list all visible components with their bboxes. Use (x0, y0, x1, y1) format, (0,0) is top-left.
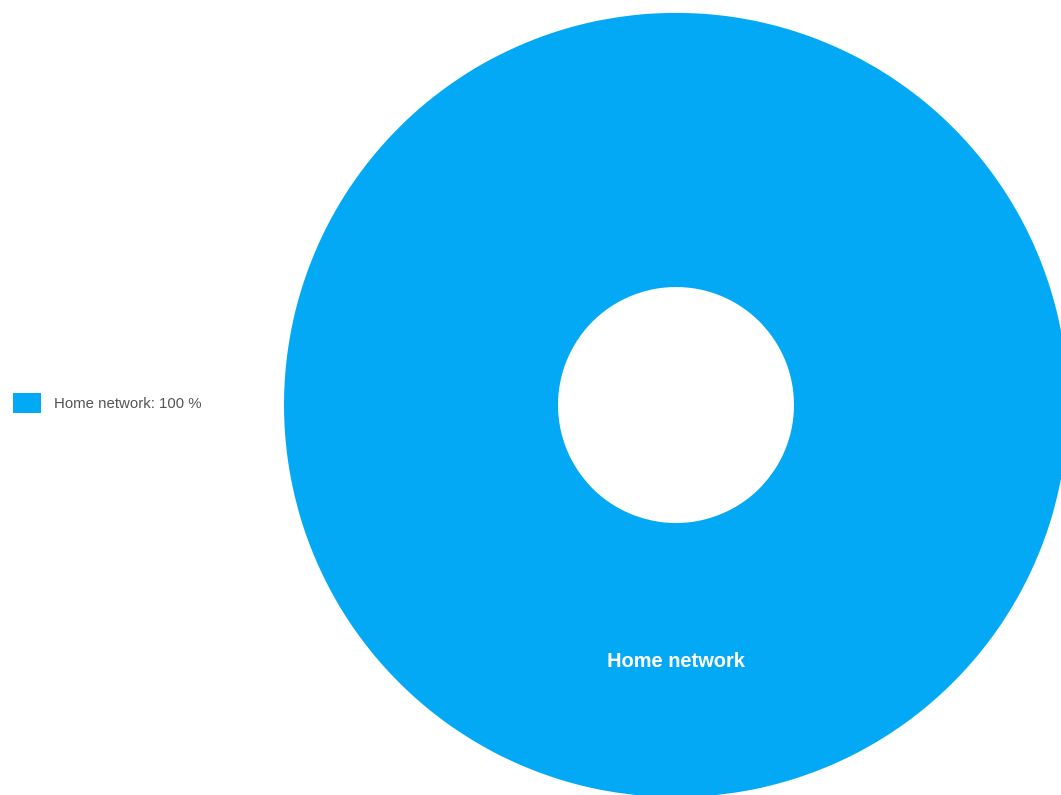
slice-label: Home network (607, 650, 746, 672)
donut-slice[interactable] (284, 13, 1061, 795)
chart-legend: Home network: 100 % (13, 393, 202, 413)
legend-label: Home network: 100 % (54, 394, 202, 412)
legend-swatch (13, 393, 41, 413)
legend-item[interactable]: Home network: 100 % (13, 393, 202, 413)
